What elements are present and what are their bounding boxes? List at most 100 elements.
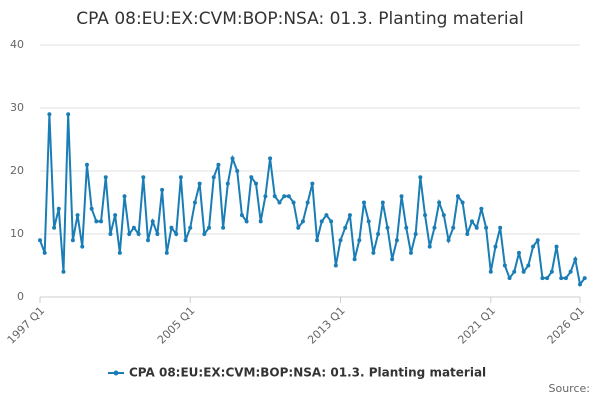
data-point — [150, 219, 155, 224]
data-point — [441, 213, 446, 218]
data-point — [258, 219, 263, 224]
data-point — [174, 232, 179, 236]
data-point — [385, 225, 390, 230]
data-point — [230, 156, 235, 161]
data-point — [202, 232, 207, 236]
data-point — [113, 213, 118, 218]
data-point — [563, 276, 568, 281]
data-point — [296, 225, 301, 230]
data-point — [75, 213, 80, 218]
data-point — [61, 269, 66, 274]
data-point — [84, 162, 89, 167]
data-point — [136, 232, 141, 236]
data-point — [362, 200, 366, 205]
data-point — [216, 162, 221, 167]
data-point — [249, 175, 254, 180]
data-point — [545, 276, 550, 281]
data-point — [127, 232, 132, 236]
data-point — [507, 276, 512, 281]
data-point — [239, 213, 244, 218]
data-point — [437, 200, 442, 205]
data-point — [413, 232, 418, 236]
data-point — [188, 225, 193, 230]
data-point — [42, 250, 47, 255]
data-point — [103, 175, 108, 180]
data-point — [183, 238, 188, 243]
data-point — [404, 225, 409, 230]
data-point — [338, 238, 343, 243]
data-point — [315, 238, 320, 243]
data-point — [451, 225, 456, 230]
data-point — [178, 175, 183, 180]
data-point — [470, 219, 474, 224]
data-point — [94, 219, 99, 224]
x-tick-label: 2005 Q1 — [155, 304, 198, 347]
data-point — [56, 206, 61, 211]
y-tick-label: 30 — [10, 101, 24, 114]
data-point — [155, 232, 160, 236]
data-point — [122, 194, 127, 199]
data-point — [192, 200, 197, 205]
data-point — [333, 263, 338, 268]
data-point — [578, 282, 582, 287]
data-point — [474, 225, 479, 230]
x-tick-label: 2013 Q1 — [305, 304, 348, 347]
data-point — [357, 238, 362, 243]
x-tick-label: 1997 Q1 — [5, 304, 48, 347]
data-point — [394, 238, 399, 243]
data-point — [244, 219, 249, 224]
x-tick-label: 2026 Q1 — [545, 304, 588, 347]
data-point — [455, 194, 460, 199]
data-point — [324, 213, 329, 218]
data-line — [39, 114, 586, 287]
data-point — [582, 276, 587, 281]
data-point — [573, 257, 578, 262]
data-point — [498, 225, 503, 230]
data-point — [272, 194, 277, 199]
data-point — [221, 225, 226, 230]
data-point — [446, 238, 451, 243]
data-point — [169, 225, 174, 230]
data-point — [277, 200, 282, 205]
data-point — [268, 156, 273, 161]
data-point — [164, 250, 169, 255]
data-point — [329, 219, 334, 224]
data-point — [366, 219, 371, 224]
data-point — [568, 269, 573, 274]
data-point — [380, 200, 385, 205]
data-point — [305, 200, 310, 205]
data-point — [390, 257, 395, 262]
data-point — [235, 169, 240, 173]
data-point — [47, 112, 52, 117]
data-point — [319, 219, 324, 224]
source: Source: — [549, 382, 591, 395]
data-point — [540, 276, 545, 281]
data-point — [502, 263, 507, 268]
y-tick-label: 10 — [10, 227, 24, 240]
data-point — [423, 213, 428, 218]
data-point — [549, 269, 554, 274]
data-point — [352, 257, 357, 262]
data-point — [52, 225, 57, 230]
data-point — [408, 250, 413, 255]
x-tick-label: 2021 Q1 — [455, 304, 498, 347]
data-point — [376, 232, 381, 236]
data-point — [521, 269, 526, 274]
chart-title: CPA 08:EU:EX:CVM:BOP:NSA: 01.3. Planting… — [76, 9, 524, 29]
data-point — [418, 175, 423, 180]
legend-label: CPA 08:EU:EX:CVM:BOP:NSA: 01.3. Planting… — [129, 366, 486, 380]
data-point — [526, 263, 531, 268]
data-point — [131, 225, 136, 230]
data-point — [225, 181, 230, 186]
data-point — [399, 194, 404, 199]
data-point — [343, 225, 348, 230]
y-tick-label: 40 — [10, 38, 24, 51]
data-point — [559, 276, 564, 281]
data-point — [207, 225, 212, 230]
data-point — [371, 250, 376, 255]
data-point — [80, 244, 85, 249]
data-point — [70, 238, 75, 243]
data-point — [197, 181, 202, 186]
y-tick-label: 0 — [17, 290, 24, 303]
data-point — [254, 181, 258, 186]
